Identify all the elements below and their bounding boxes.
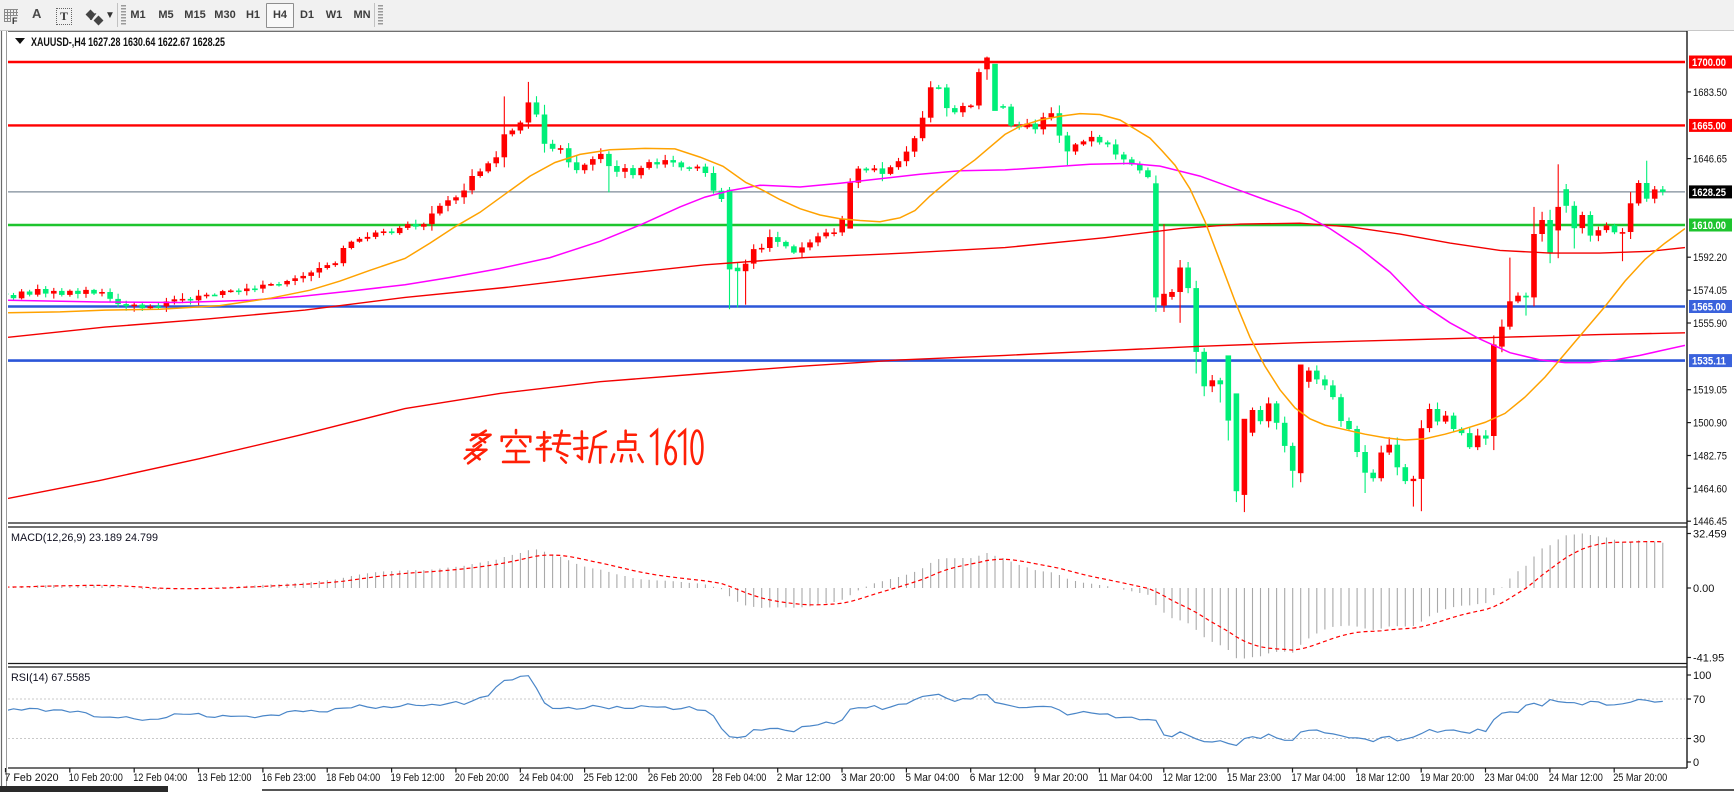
svg-text:23 Mar 04:00: 23 Mar 04:00: [1485, 772, 1539, 784]
svg-text:MACD(12,26,9) 23.189 24.799: MACD(12,26,9) 23.189 24.799: [11, 532, 158, 544]
svg-text:6 Mar 12:00: 6 Mar 12:00: [970, 772, 1024, 784]
svg-text:25 Feb 12:00: 25 Feb 12:00: [584, 772, 638, 784]
svg-text:24 Mar 12:00: 24 Mar 12:00: [1549, 772, 1603, 784]
svg-text:1500.90: 1500.90: [1693, 418, 1727, 430]
svg-text:1535.11: 1535.11: [1692, 356, 1726, 368]
svg-text:1592.20: 1592.20: [1693, 252, 1727, 264]
svg-text:15 Mar 23:00: 15 Mar 23:00: [1227, 772, 1281, 784]
svg-text:17 Mar 04:00: 17 Mar 04:00: [1292, 772, 1346, 784]
svg-text:7 Feb 2020: 7 Feb 2020: [5, 772, 59, 784]
svg-text:1683.50: 1683.50: [1693, 87, 1727, 99]
svg-text:1464.60: 1464.60: [1693, 483, 1727, 495]
svg-text:2 Mar 12:00: 2 Mar 12:00: [777, 772, 831, 784]
svg-text:5 Mar 04:00: 5 Mar 04:00: [905, 772, 959, 784]
svg-text:9 Mar 20:00: 9 Mar 20:00: [1034, 772, 1088, 784]
svg-text:18 Mar 12:00: 18 Mar 12:00: [1356, 772, 1410, 784]
svg-text:16 Feb 23:00: 16 Feb 23:00: [262, 772, 316, 784]
svg-text:1628.25: 1628.25: [1692, 187, 1726, 199]
svg-text:1482.75: 1482.75: [1693, 451, 1727, 463]
svg-text:12 Feb 04:00: 12 Feb 04:00: [133, 772, 187, 784]
svg-text:1555.90: 1555.90: [1693, 318, 1727, 330]
svg-text:1610.00: 1610.00: [1692, 220, 1726, 232]
svg-text:20 Feb 20:00: 20 Feb 20:00: [455, 772, 509, 784]
svg-text:1646.65: 1646.65: [1693, 154, 1727, 166]
svg-text:25 Mar 20:00: 25 Mar 20:00: [1613, 772, 1667, 784]
svg-text:11 Mar 04:00: 11 Mar 04:00: [1098, 772, 1152, 784]
svg-text:70: 70: [1693, 694, 1705, 706]
svg-text:10 Feb 20:00: 10 Feb 20:00: [69, 772, 123, 784]
svg-text:12 Mar 12:00: 12 Mar 12:00: [1163, 772, 1217, 784]
svg-text:1519.05: 1519.05: [1693, 385, 1727, 397]
svg-text:3 Mar 20:00: 3 Mar 20:00: [841, 772, 895, 784]
svg-text:1574.05: 1574.05: [1693, 285, 1727, 297]
svg-text:26 Feb 20:00: 26 Feb 20:00: [648, 772, 702, 784]
svg-text:1700.00: 1700.00: [1692, 57, 1726, 69]
svg-text:RSI(14) 67.5585: RSI(14) 67.5585: [11, 672, 90, 684]
svg-text:24 Feb 04:00: 24 Feb 04:00: [519, 772, 573, 784]
svg-text:XAUUSD-,H4 1627.28 1630.64 16: XAUUSD-,H4 1627.28 1630.64 1622.67 1628.…: [31, 37, 225, 49]
svg-text:-41.95: -41.95: [1693, 653, 1724, 665]
svg-text:19 Feb 12:00: 19 Feb 12:00: [391, 772, 445, 784]
svg-text:1665.00: 1665.00: [1692, 120, 1726, 132]
svg-text:13 Feb 12:00: 13 Feb 12:00: [198, 772, 252, 784]
svg-text:19 Mar 20:00: 19 Mar 20:00: [1420, 772, 1474, 784]
svg-text:1565.00: 1565.00: [1692, 302, 1726, 314]
svg-text:100: 100: [1693, 670, 1711, 682]
svg-text:1446.45: 1446.45: [1693, 516, 1727, 528]
svg-text:0.00: 0.00: [1693, 583, 1714, 595]
svg-text:28 Feb 04:00: 28 Feb 04:00: [712, 772, 766, 784]
svg-text:32.459: 32.459: [1693, 529, 1727, 541]
svg-text:0: 0: [1693, 757, 1699, 769]
svg-text:30: 30: [1693, 734, 1705, 746]
svg-text:18 Feb 04:00: 18 Feb 04:00: [326, 772, 380, 784]
